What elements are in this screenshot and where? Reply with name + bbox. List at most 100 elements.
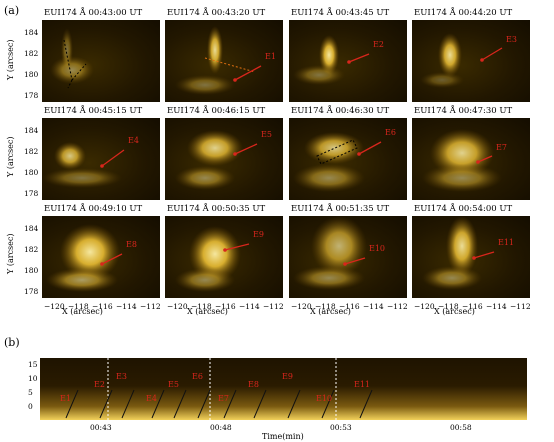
event-track-line (173, 389, 187, 419)
x-tick-label: −120 (44, 302, 65, 311)
time-distance-plot: E1 E2 E3 E4 E5 E6 E7 E8 E9 E10 E11 (40, 358, 527, 420)
x-tick-label: −112 (387, 302, 408, 311)
event-track-line (197, 389, 211, 419)
plasma-brightening (430, 129, 494, 177)
panel-caption: EUI174 Å 00:51:35 UT (291, 204, 390, 214)
y-tick-label: 180 (24, 168, 39, 177)
x-tick-label: −116 (92, 302, 113, 311)
event-label: E11 (498, 238, 515, 247)
event-label: E2 (94, 380, 105, 389)
y-tick-label: 182 (24, 147, 39, 156)
time-tick-label: 00:53 (330, 423, 352, 432)
x-tick-label: −118 (315, 302, 336, 311)
event-label: E10 (316, 394, 333, 403)
x-axis-label-col2: X (arcsec) (187, 307, 228, 316)
panel-caption: EUI174 Å 00:44:20 UT (414, 8, 513, 18)
y-tick-label: 178 (24, 287, 39, 296)
y-tick-label: 182 (24, 49, 39, 58)
time-tick-label: 00:58 (450, 423, 472, 432)
event-track-line (121, 389, 135, 419)
euv-image-panel: E5 (165, 118, 283, 200)
panel-caption: EUI174 Å 00:50:35 UT (167, 204, 266, 214)
slit-dashed-line (63, 39, 87, 89)
panel-caption: EUI174 Å 00:54:00 UT (414, 204, 513, 214)
y-tick-label: 5 (28, 388, 33, 397)
event-track-line (359, 389, 373, 419)
event-track-line (321, 389, 335, 419)
x-tick-label: −112 (510, 302, 531, 311)
panel-caption: EUI174 Å 00:47:30 UT (414, 106, 513, 116)
event-label: E2 (373, 40, 384, 49)
panel-caption: EUI174 Å 00:43:00 UT (44, 8, 143, 18)
y-axis-label-row3: Y (arcsec) (6, 233, 15, 274)
y-tick-label: 184 (24, 126, 39, 135)
plasma-brightening (422, 164, 502, 192)
plasma-brightening (50, 56, 94, 84)
panel-a-label: (a) (4, 4, 20, 17)
event-label: E1 (60, 394, 71, 403)
plasma-brightening (293, 266, 365, 290)
panel-b-label: (b) (4, 336, 20, 349)
x-tick-label: −114 (363, 302, 384, 311)
panel-caption: EUI174 Å 00:43:20 UT (167, 8, 266, 18)
arrow-head (233, 78, 237, 82)
x-axis-label-col4: X (arcsec) (434, 307, 475, 316)
red-arrow (477, 155, 493, 163)
euv-image-panel: E4 (42, 118, 160, 200)
event-label: E10 (369, 244, 386, 253)
y-tick-label: 180 (24, 266, 39, 275)
panel-caption: EUI174 Å 00:49:10 UT (44, 204, 143, 214)
x-tick-label: −114 (239, 302, 260, 311)
red-arrow (473, 251, 495, 259)
event-label: E5 (168, 380, 179, 389)
x-tick-label: −118 (438, 302, 459, 311)
panel-caption: EUI174 Å 00:43:45 UT (291, 8, 390, 18)
arrow-head (100, 262, 104, 266)
event-label: E3 (506, 35, 517, 44)
plasma-brightening (46, 268, 118, 292)
x-tick-label: −120 (414, 302, 435, 311)
y-tick-label: 10 (28, 374, 38, 383)
event-label: E7 (496, 143, 507, 152)
plasma-brightening (438, 33, 462, 77)
x-tick-label: −114 (486, 302, 507, 311)
arrow-head (480, 58, 484, 62)
x-tick-label: −118 (191, 302, 212, 311)
arrow-head (472, 256, 476, 260)
euv-image-panel: E9 (165, 216, 283, 298)
arrow-head (347, 60, 351, 64)
x-tick-label: −116 (339, 302, 360, 311)
event-label: E1 (265, 52, 276, 61)
red-arrow (358, 141, 382, 155)
red-arrow (101, 253, 123, 265)
event-label: E8 (248, 380, 259, 389)
arrow-head (233, 152, 237, 156)
time-tick-label: 00:43 (90, 423, 112, 432)
arrow-head (357, 152, 361, 156)
plasma-brightening (319, 35, 339, 75)
plasma-brightening (175, 268, 235, 292)
plasma-brightening (175, 75, 235, 95)
arrow-head (223, 248, 227, 252)
x-tick-label: −116 (215, 302, 236, 311)
event-label: E4 (146, 394, 157, 403)
event-track-line (99, 389, 113, 419)
event-track-line (253, 389, 267, 419)
event-label: E9 (253, 230, 264, 239)
event-track-line (223, 389, 237, 419)
plasma-brightening (54, 142, 86, 170)
euv-image-panel: E11 (412, 216, 530, 298)
y-tick-label: 0 (28, 402, 33, 411)
event-track-line (151, 389, 165, 419)
event-label: E7 (218, 394, 229, 403)
arrow-head (100, 164, 104, 168)
red-arrow (481, 47, 503, 61)
plasma-brightening (422, 266, 482, 290)
y-tick-label: 15 (28, 360, 38, 369)
x-tick-label: −112 (140, 302, 161, 311)
panel-caption: EUI174 Å 00:45:15 UT (44, 106, 143, 116)
x-tick-label: −112 (263, 302, 284, 311)
arrow-head (476, 160, 480, 164)
y-axis-label-row2: Y (arcsec) (6, 136, 15, 177)
x-tick-label: −118 (68, 302, 89, 311)
